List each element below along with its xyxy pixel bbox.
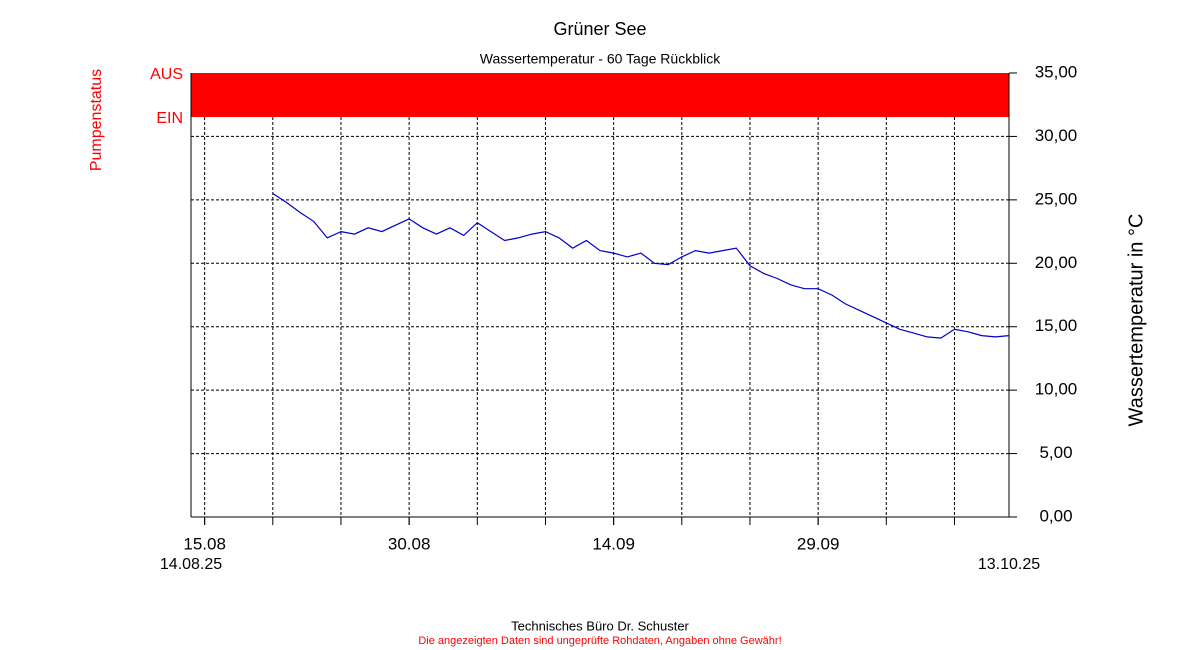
- y-tick-label: 0,00: [1039, 506, 1072, 525]
- data-line: [272, 192, 1010, 339]
- x-range-label: 14.08.25: [160, 556, 222, 573]
- y-tick-label: 5,00: [1039, 443, 1072, 462]
- x-tick-label: 14.09: [592, 534, 635, 553]
- y-tick-label: 10,00: [1035, 380, 1078, 399]
- pump-level-label: AUS: [150, 66, 183, 83]
- y-tick-label: 35,00: [1035, 62, 1078, 81]
- x-range-label: 13.10.25: [978, 556, 1040, 573]
- y-tick-label: 30,00: [1035, 126, 1078, 145]
- y-axis-label: Wassertemperatur in °C: [1125, 214, 1147, 427]
- y-tick-label: 20,00: [1035, 253, 1078, 272]
- pump-level-label: EIN: [156, 110, 183, 127]
- y-tick-label: 25,00: [1035, 189, 1078, 208]
- pump-status-label: Pumpenstatus: [88, 69, 105, 171]
- chart-subtitle: Wassertemperatur - 60 Tage Rückblick: [480, 51, 721, 67]
- y-tick-label: 15,00: [1035, 316, 1078, 335]
- x-tick-label: 15.08: [183, 534, 226, 553]
- x-tick-label: 30.08: [388, 534, 431, 553]
- chart-title: Grüner See: [553, 19, 646, 39]
- disclaimer: Die angezeigten Daten sind ungeprüfte Ro…: [418, 635, 781, 647]
- x-tick-label: 29.09: [797, 534, 840, 553]
- footer: Technisches Büro Dr. Schuster: [511, 618, 689, 633]
- pump-status-band: [191, 73, 1009, 117]
